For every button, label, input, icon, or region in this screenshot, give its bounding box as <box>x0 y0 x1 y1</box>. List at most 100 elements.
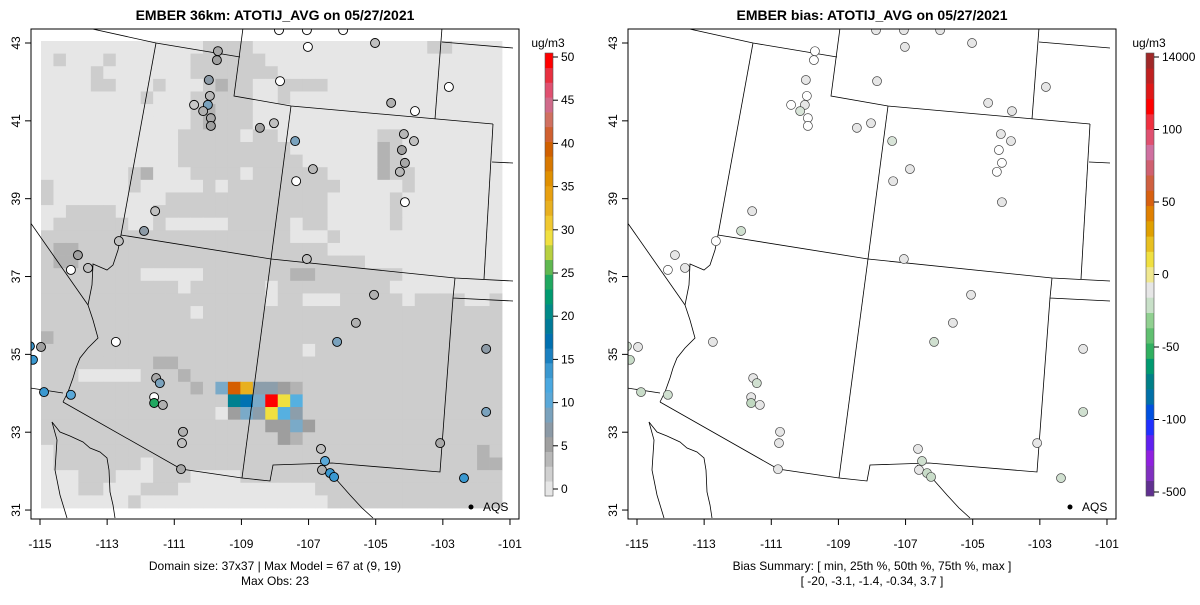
grid-cell <box>290 53 304 67</box>
grid-cell <box>302 230 316 244</box>
grid-cell <box>327 268 341 282</box>
grid-cell <box>452 116 466 130</box>
grid-cell <box>290 255 304 269</box>
grid-cell <box>302 141 316 155</box>
grid-cell <box>377 116 391 130</box>
grid-cell <box>178 205 191 219</box>
grid-cell <box>414 141 428 155</box>
grid-cell <box>240 167 254 181</box>
grid-cell <box>65 53 79 67</box>
grid-cell <box>41 230 54 244</box>
grid-cell <box>364 419 378 433</box>
grid-cell <box>389 457 403 471</box>
colorbar-segment <box>545 171 553 187</box>
grid-cell <box>140 407 154 421</box>
grid-cell <box>227 293 241 307</box>
grid-cell <box>140 255 154 269</box>
grid-cell <box>265 343 279 357</box>
grid-cell <box>240 381 254 395</box>
grid-cell <box>165 268 179 282</box>
grid-cell <box>165 255 179 269</box>
station-marker <box>176 464 186 475</box>
colorbar-segment <box>545 156 553 172</box>
grid-cell <box>78 470 92 484</box>
grid-cell <box>427 293 441 307</box>
grid-cell <box>65 141 79 155</box>
grid-cell <box>115 407 129 421</box>
grid-cell <box>364 495 378 509</box>
grid-cell <box>439 306 453 320</box>
colorbar-segment <box>545 141 553 157</box>
grid-cell <box>290 41 304 55</box>
grid-cell <box>202 419 216 433</box>
grid-cell <box>41 331 54 345</box>
grid-cell <box>252 217 266 231</box>
border-line <box>659 297 1051 482</box>
grid-cell <box>53 293 67 307</box>
grid-cell <box>227 407 241 421</box>
grid-cell <box>452 444 466 458</box>
grid-cell <box>128 394 142 408</box>
grid-cell <box>377 457 391 471</box>
grid-cell <box>315 306 328 320</box>
grid-cell <box>153 280 166 294</box>
grid-cell <box>90 407 104 421</box>
grid-cell <box>153 154 166 168</box>
grid-cell <box>302 470 316 484</box>
colorbar-label: -50 <box>1162 340 1180 354</box>
grid-cell <box>227 66 241 80</box>
grid-cell <box>340 53 353 67</box>
colorbar-segment <box>1146 221 1154 237</box>
grid-cell <box>240 192 254 206</box>
grid-cell <box>414 53 428 67</box>
grid-cell <box>240 432 254 446</box>
grid-cell <box>489 268 503 282</box>
grid-cell <box>327 381 341 395</box>
grid-cell <box>252 381 266 395</box>
grid-cell <box>128 457 142 471</box>
station-marker <box>177 438 187 449</box>
station-marker <box>443 82 454 92</box>
grid-cell <box>302 242 316 256</box>
grid-cell <box>327 306 341 320</box>
grid-cell <box>315 293 328 307</box>
grid-cell <box>65 369 79 383</box>
grid-cell <box>53 167 67 181</box>
station-marker <box>178 426 188 437</box>
station-marker <box>36 342 46 352</box>
grid-cell <box>277 242 291 256</box>
grid-cell <box>103 356 117 370</box>
grid-cell <box>464 432 478 446</box>
bias-marker <box>628 354 635 365</box>
grid-cell <box>315 381 328 395</box>
grid-cell <box>389 470 403 484</box>
grid-cell <box>389 66 403 80</box>
grid-cell <box>427 129 441 143</box>
grid-cell <box>427 78 441 92</box>
station-marker <box>350 317 361 328</box>
grid-cell <box>464 318 478 332</box>
grid-cell <box>352 66 366 80</box>
grid-cell <box>265 369 279 383</box>
grid-cell <box>352 306 366 320</box>
grid-cell <box>53 482 67 496</box>
grid-cell <box>477 255 490 269</box>
grid-cell <box>290 306 304 320</box>
station-marker <box>269 118 279 129</box>
grid-cell <box>414 192 428 206</box>
grid-cell <box>402 381 416 395</box>
grid-cell <box>402 205 416 219</box>
colorbar-segment <box>545 97 553 113</box>
grid-cell <box>402 41 416 55</box>
grid-cell <box>290 331 304 345</box>
grid-cell <box>265 91 279 105</box>
grid-cell <box>327 217 341 231</box>
grid-cell <box>53 419 67 433</box>
grid-cell <box>227 154 241 168</box>
colorbar-label: 15 <box>561 352 575 366</box>
grid-cell <box>327 280 341 294</box>
grid-cell <box>302 104 316 118</box>
grid-cell <box>364 394 378 408</box>
grid-cell <box>277 66 291 80</box>
bias-marker <box>803 121 813 131</box>
